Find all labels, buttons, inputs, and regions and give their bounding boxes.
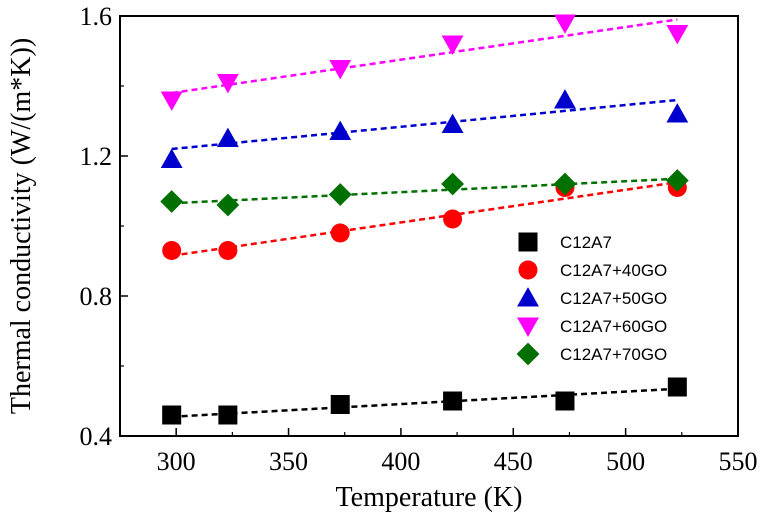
- point-c12a7-50go: [441, 113, 464, 134]
- y-tick-label: 0.4: [80, 422, 113, 451]
- data-markers: [160, 14, 689, 425]
- point-c12a7-60go: [441, 35, 464, 55]
- y-axis-title: Thermal conductivity (W/(m*K)): [6, 38, 37, 414]
- legend-marker-c12a7-40go: [518, 260, 538, 280]
- legend-marker-c12a7-50go: [517, 287, 539, 307]
- x-tick-label: 300: [157, 447, 196, 476]
- x-tick-label: 500: [606, 447, 645, 476]
- x-tick-label: 400: [381, 447, 420, 476]
- point-c12a7-50go: [160, 148, 183, 169]
- legend-label-c12a7-40go: C12A7+40GO: [560, 261, 667, 280]
- point-c12a7-50go: [329, 120, 352, 141]
- fit-line-c12a7: [171, 387, 678, 418]
- point-c12a7-60go: [160, 91, 183, 111]
- point-c12a7: [667, 377, 687, 397]
- y-axis-ticks: 0.4 0.8 1.2 1.6: [80, 2, 128, 451]
- point-c12a7: [218, 405, 238, 425]
- point-c12a7-70go: [328, 183, 352, 206]
- point-c12a7-70go: [665, 169, 689, 192]
- plot-area-frame: [119, 15, 739, 437]
- point-c12a7-40go: [330, 223, 350, 243]
- fit-line-c12a7-50go: [171, 98, 678, 151]
- point-c12a7-70go: [553, 172, 577, 196]
- point-c12a7-50go: [216, 127, 239, 148]
- x-tick-label: 450: [494, 447, 533, 476]
- y-tick-label: 1.2: [80, 142, 113, 171]
- point-c12a7-60go: [329, 59, 352, 80]
- point-c12a7-60go: [554, 14, 576, 34]
- point-c12a7-50go: [666, 103, 689, 123]
- point-c12a7-70go: [160, 190, 184, 213]
- legend-label-c12a7-70go: C12A7+70GO: [560, 345, 667, 364]
- legend-marker-c12a7-60go: [517, 317, 539, 337]
- point-c12a7: [330, 395, 350, 414]
- point-c12a7-40go: [162, 241, 182, 260]
- point-c12a7-50go: [554, 89, 576, 109]
- y-tick-label: 1.6: [80, 2, 113, 31]
- legend-marker-c12a7: [518, 232, 538, 252]
- x-tick-label: 350: [269, 447, 308, 476]
- fit-lines: [171, 18, 678, 418]
- fit-line-c12a7-60go: [171, 18, 678, 95]
- y-tick-label: 0.8: [80, 282, 113, 311]
- legend: C12A7 C12A7+40GO C12A7+50GO C12A7+60GO C12A7…: [516, 232, 667, 366]
- point-c12a7: [443, 391, 463, 411]
- point-c12a7-60go: [216, 73, 239, 94]
- legend-label-c12a7-60go: C12A7+60GO: [560, 317, 667, 336]
- point-c12a7-70go: [441, 172, 464, 196]
- x-axis-ticks: 300 350 400 450 500 550: [119, 428, 758, 476]
- point-c12a7-40go: [443, 209, 463, 229]
- legend-marker-c12a7-70go: [516, 342, 540, 366]
- legend-label-c12a7-50go: C12A7+50GO: [560, 289, 667, 308]
- fit-line-c12a7-40go: [171, 181, 678, 257]
- fit-line-c12a7-70go: [171, 177, 678, 205]
- point-c12a7-70go: [216, 193, 240, 217]
- point-c12a7: [555, 391, 575, 411]
- point-c12a7-40go: [218, 241, 238, 260]
- point-c12a7-60go: [666, 24, 689, 45]
- legend-label-c12a7: C12A7: [560, 233, 612, 252]
- x-tick-label: 550: [719, 447, 758, 476]
- x-axis-title: Temperature (K): [336, 482, 523, 513]
- point-c12a7: [162, 405, 182, 425]
